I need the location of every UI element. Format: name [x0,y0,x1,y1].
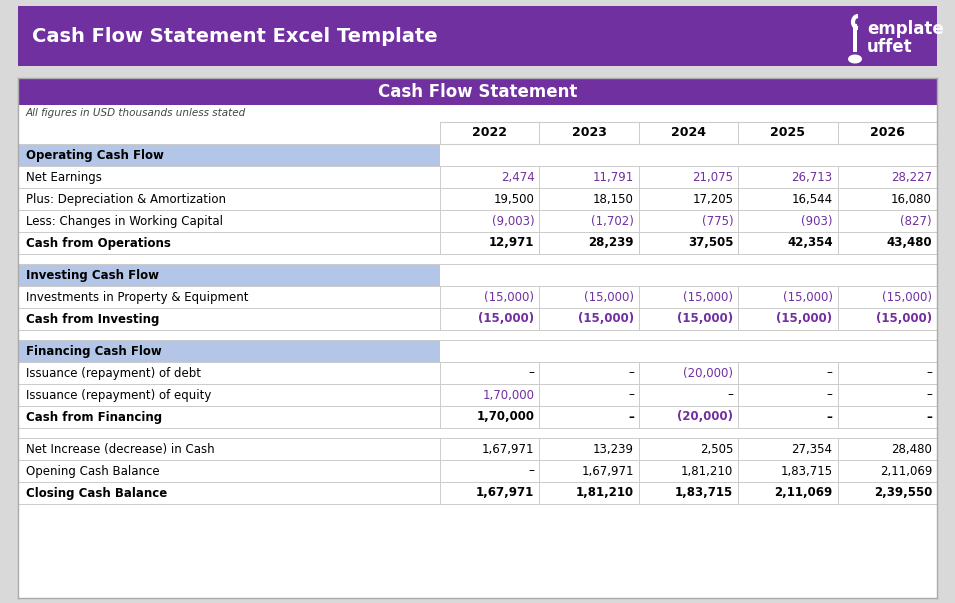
Text: 28,239: 28,239 [588,236,634,250]
Text: Financing Cash Flow: Financing Cash Flow [26,344,161,358]
Text: Net Increase (decrease) in Cash: Net Increase (decrease) in Cash [26,443,215,455]
Text: Issuance (repayment) of equity: Issuance (repayment) of equity [26,388,211,402]
Text: 2,474: 2,474 [500,171,535,183]
Text: (15,000): (15,000) [776,312,833,326]
Text: Closing Cash Balance: Closing Cash Balance [26,487,167,499]
Text: (15,000): (15,000) [683,291,733,303]
Text: emplate: emplate [867,20,944,38]
Text: Plus: Depreciation & Amortization: Plus: Depreciation & Amortization [26,192,226,206]
Text: (20,000): (20,000) [677,411,733,423]
Text: –: – [728,388,733,402]
Text: 1,83,715: 1,83,715 [675,487,733,499]
Text: uffet: uffet [867,38,913,56]
Text: (15,000): (15,000) [876,312,932,326]
Text: 26,713: 26,713 [792,171,833,183]
Text: Operating Cash Flow: Operating Cash Flow [26,148,164,162]
Text: 1,70,000: 1,70,000 [477,411,535,423]
Ellipse shape [848,54,862,63]
Text: (15,000): (15,000) [484,291,535,303]
Text: Issuance (repayment) of debt: Issuance (repayment) of debt [26,367,201,379]
Text: 13,239: 13,239 [593,443,634,455]
Text: Opening Cash Balance: Opening Cash Balance [26,464,159,478]
Text: 37,505: 37,505 [688,236,733,250]
Text: (15,000): (15,000) [782,291,833,303]
Text: (15,000): (15,000) [578,312,634,326]
Text: 2025: 2025 [771,127,805,139]
Text: (15,000): (15,000) [677,312,733,326]
Text: Cash from Investing: Cash from Investing [26,312,159,326]
Text: (1,702): (1,702) [591,215,634,227]
Text: Investments in Property & Equipment: Investments in Property & Equipment [26,291,248,303]
Text: Cash from Financing: Cash from Financing [26,411,162,423]
Text: All figures in USD thousands unless stated: All figures in USD thousands unless stat… [26,108,246,118]
Text: (775): (775) [702,215,733,227]
Text: 27,354: 27,354 [792,443,833,455]
Text: 1,81,210: 1,81,210 [681,464,733,478]
Text: 1,67,971: 1,67,971 [477,487,535,499]
Text: Cash Flow Statement: Cash Flow Statement [378,83,577,101]
Text: 2024: 2024 [671,127,706,139]
Text: 16,544: 16,544 [792,192,833,206]
Bar [18,78,937,598]
Text: 28,480: 28,480 [891,443,932,455]
Text: 1,83,715: 1,83,715 [780,464,833,478]
Text: 1,70,000: 1,70,000 [482,388,535,402]
Text: 43,480: 43,480 [886,236,932,250]
Text: (15,000): (15,000) [882,291,932,303]
Text: (15,000): (15,000) [584,291,634,303]
Text: Cash from Operations: Cash from Operations [26,236,171,250]
Bar [853,24,857,52]
Text: Net Earnings: Net Earnings [26,171,102,183]
Text: –: – [827,388,833,402]
Text: (9,003): (9,003) [492,215,535,227]
Text: (903): (903) [801,215,833,227]
Text: 16,080: 16,080 [891,192,932,206]
Text: 21,075: 21,075 [692,171,733,183]
Text: –: – [827,367,833,379]
Bar [18,144,440,166]
Bar [18,6,937,66]
Text: 2,505: 2,505 [700,443,733,455]
Text: Cash Flow Statement Excel Template: Cash Flow Statement Excel Template [32,27,437,45]
Text: 19,500: 19,500 [494,192,535,206]
Text: 11,791: 11,791 [592,171,634,183]
Text: 2022: 2022 [472,127,507,139]
Text: 17,205: 17,205 [692,192,733,206]
Text: 1,67,971: 1,67,971 [482,443,535,455]
Text: 1,67,971: 1,67,971 [582,464,634,478]
Text: (20,000): (20,000) [683,367,733,379]
Text: (15,000): (15,000) [478,312,535,326]
Text: (827): (827) [901,215,932,227]
Bar [18,340,440,362]
Text: 2023: 2023 [572,127,606,139]
Text: 2,11,069: 2,11,069 [880,464,932,478]
Text: 42,354: 42,354 [787,236,833,250]
Text: 18,150: 18,150 [593,192,634,206]
Bar [18,79,937,105]
Text: Less: Changes in Working Capital: Less: Changes in Working Capital [26,215,223,227]
Text: –: – [926,388,932,402]
Text: Investing Cash Flow: Investing Cash Flow [26,268,159,282]
Text: 28,227: 28,227 [891,171,932,183]
Bar [18,264,440,286]
Text: –: – [926,367,932,379]
Text: 2026: 2026 [870,127,904,139]
Text: –: – [528,464,535,478]
Text: –: – [628,388,634,402]
Text: 2,39,550: 2,39,550 [874,487,932,499]
Text: –: – [628,367,634,379]
Text: 12,971: 12,971 [489,236,535,250]
Text: –: – [926,411,932,423]
Text: 2,11,069: 2,11,069 [775,487,833,499]
Text: –: – [628,411,634,423]
Text: –: – [528,367,535,379]
Text: 1,81,210: 1,81,210 [576,487,634,499]
Text: –: – [827,411,833,423]
